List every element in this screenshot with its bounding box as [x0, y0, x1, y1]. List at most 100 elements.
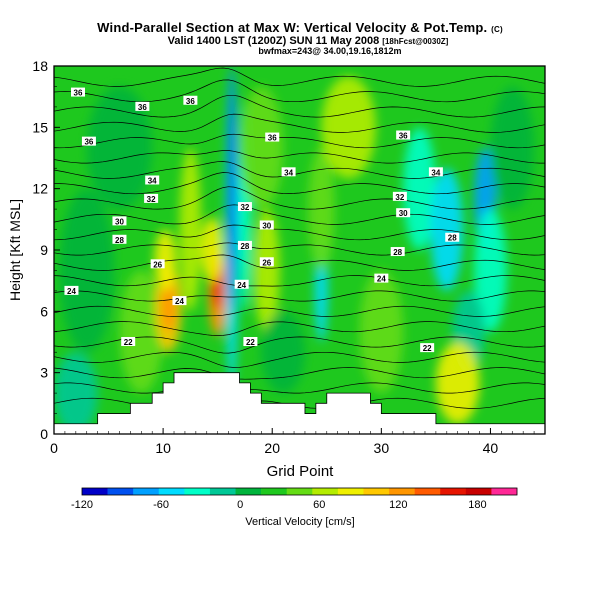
contour-label-4: 36	[268, 134, 277, 143]
contour-label-7: 34	[284, 168, 293, 177]
contour-label-bg-18	[445, 232, 460, 242]
colorbar-swatch-0	[82, 488, 108, 495]
contour-label-bg-1	[135, 101, 150, 111]
y-tick-label-0: 0	[40, 426, 48, 442]
velocity-cell-22	[474, 209, 507, 332]
theta-contour-6	[54, 305, 545, 317]
x-tick-label-1: 10	[155, 440, 171, 456]
velocity-cell-8	[201, 217, 224, 283]
contour-label-bg-0	[71, 87, 86, 97]
colorbar-swatch-6	[235, 488, 262, 495]
contour-label-bg-23	[234, 279, 249, 289]
contour-label-bg-20	[259, 257, 274, 267]
contour-label-bg-26	[243, 337, 258, 346]
colorbar-tick-3: 60	[313, 499, 325, 511]
theta-contour-2	[54, 367, 545, 380]
contour-label-18: 28	[448, 234, 457, 243]
theta-contour-1	[54, 382, 545, 394]
colorbar-tick-1: -60	[153, 499, 169, 511]
theta-contour-4	[54, 336, 545, 354]
contour-labels: 36 36 36 36 36 36 34 34 34 32 32 32 30 30 30 28 28 28 28 26…	[64, 87, 460, 353]
colorbar-swatch-14	[440, 488, 467, 495]
x-axis-label: Grid Point	[267, 463, 335, 480]
colorbar-swatch-5	[209, 488, 236, 495]
velocity-cell-0	[59, 188, 115, 353]
contour-label-10: 32	[240, 203, 249, 212]
y-tick-label-1: 3	[40, 365, 48, 381]
colorbar-swatch-3	[158, 488, 185, 495]
chart-subtitle-2: bwfmax=243@ 34.00,19.16,1812m	[258, 46, 402, 56]
contour-label-bg-22	[172, 296, 187, 306]
theta-contour-7	[54, 290, 545, 302]
contour-label-bg-12	[112, 216, 127, 226]
velocity-cell-13	[239, 86, 284, 210]
colorbar-frame	[81, 487, 518, 496]
y-axis-label: Height [Kft MSL]	[7, 199, 23, 301]
contour-label-9: 32	[147, 195, 156, 204]
colorbar-swatch-11	[363, 488, 390, 495]
terrain	[54, 372, 545, 434]
contour-label-21: 24	[67, 287, 76, 296]
colorbar-swatch-10	[337, 488, 364, 495]
colorbar-swatch-7	[261, 488, 288, 495]
contour-label-bg-13	[259, 220, 274, 230]
colorbar-swatch-12	[389, 488, 415, 495]
x-tick-label-4: 40	[483, 440, 499, 456]
colorbar-tick-4: 120	[389, 499, 407, 511]
contour-label-bg-4	[265, 132, 280, 142]
colorbar: -120 -60 0 60 120 180	[71, 487, 518, 511]
theta-contour-10	[54, 242, 545, 256]
colorbar-swatch-2	[133, 488, 160, 495]
colorbar-label: Vertical Velocity [cm/s]	[245, 516, 355, 528]
theta-contour-5	[54, 321, 545, 336]
contour-label-bg-17	[390, 247, 405, 257]
theta-contour-13	[54, 186, 545, 210]
theta-contour-17	[54, 133, 545, 149]
colorbar-tick-2: 0	[237, 499, 243, 511]
velocity-cell-12	[179, 147, 202, 312]
velocity-cell-27	[435, 342, 480, 424]
theta-contour-21	[54, 67, 545, 87]
colorbar-tick-0: -120	[71, 499, 93, 511]
velocity-cell-16	[308, 147, 335, 271]
contour-label-14: 30	[399, 209, 408, 218]
contour-label-bg-27	[420, 343, 435, 353]
terrain-profile	[54, 372, 545, 434]
contour-label-25: 22	[124, 338, 133, 347]
contour-label-27: 22	[423, 344, 432, 353]
contour-label-19: 26	[153, 260, 162, 269]
contour-label-bg-19	[150, 259, 165, 269]
colorbar-swatch-9	[312, 488, 339, 495]
y-tick-label-3: 9	[40, 242, 48, 258]
contour-label-17: 28	[393, 248, 402, 257]
theta-contour-18	[54, 113, 545, 133]
theta-contour-8	[54, 275, 545, 287]
contour-label-11: 32	[395, 193, 404, 202]
contour-label-22: 24	[175, 297, 184, 306]
chart-title: Wind-Parallel Section at Max W: Vertical…	[97, 20, 503, 35]
x-tick-label-0: 0	[50, 440, 58, 456]
theta-contour-11	[54, 224, 545, 241]
contour-label-bg-16	[237, 240, 252, 250]
chart-subtitle-1: Valid 1400 LST (1200Z) SUN 11 May 2008 […	[167, 35, 449, 47]
contour-label-bg-9	[144, 193, 159, 203]
velocity-cell-4	[160, 282, 177, 332]
contour-label-13: 30	[262, 221, 271, 230]
theta-contour-14	[54, 172, 545, 195]
contour-label-bg-3	[183, 95, 198, 105]
velocity-field	[54, 66, 545, 434]
contour-label-20: 26	[262, 258, 271, 267]
velocity-cell-2	[119, 270, 164, 394]
velocity-cell-14	[253, 209, 280, 332]
contour-label-23: 24	[237, 281, 246, 290]
title-mark: (C)	[491, 25, 503, 34]
theta-contour-20	[54, 79, 545, 103]
contour-label-0: 36	[74, 89, 83, 98]
contour-label-24: 24	[377, 275, 386, 284]
x-tick-label-2: 20	[264, 440, 280, 456]
velocity-cell-10	[228, 66, 236, 312]
contour-label-5: 36	[399, 132, 408, 141]
contour-label-bg-2	[81, 136, 96, 146]
